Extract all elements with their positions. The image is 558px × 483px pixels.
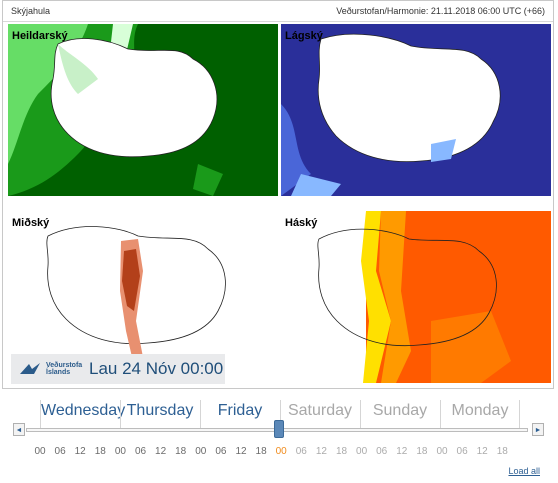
panel-low-cloud[interactable]: Lágský (281, 24, 551, 196)
day-friday[interactable]: Friday (200, 400, 279, 428)
time-slider-handle[interactable] (274, 420, 284, 438)
hour-tick[interactable]: 18 (335, 446, 348, 457)
hour-tick[interactable]: 12 (315, 446, 327, 457)
iceland-outline (50, 38, 218, 158)
hour-tick[interactable]: 18 (496, 446, 508, 457)
day-thursday[interactable]: Thursday (120, 400, 199, 428)
panel-label: Lágský (285, 30, 323, 42)
hour-tick[interactable]: 18 (416, 446, 428, 457)
panel-mid-cloud[interactable]: Miðský (8, 211, 278, 383)
hour-tick[interactable]: 00 (356, 446, 368, 457)
day-saturday: Saturday (280, 400, 359, 428)
hour-tick[interactable]: 12 (476, 446, 488, 457)
iceland-outline (317, 33, 501, 162)
panel-label: Háský (285, 217, 318, 229)
hour-tick[interactable]: 06 (295, 446, 307, 457)
load-all-link[interactable]: Load all (508, 466, 540, 476)
panel-label: Heildarský (12, 30, 68, 42)
day-wednesday[interactable]: Wednesday (40, 400, 125, 428)
iceland-outline (317, 228, 497, 346)
hour-tick[interactable]: 00 (275, 446, 287, 457)
panel-total-cloud[interactable]: Heildarský (8, 24, 278, 196)
forecast-source: Veðurstofan/Harmonie: 21.11.2018 06:00 U… (336, 6, 545, 16)
hour-tick[interactable]: 06 (215, 446, 227, 457)
prev-arrow-button[interactable]: ◄ (13, 423, 25, 436)
vedurstofa-logo-icon (20, 363, 40, 374)
next-arrow-button[interactable]: ► (532, 423, 544, 436)
map-title: Skýjahula (11, 6, 51, 16)
day-monday: Monday (440, 400, 520, 428)
hour-tick[interactable]: 00 (114, 446, 126, 457)
hour-tick[interactable]: 00 (436, 446, 448, 457)
hour-tick[interactable]: 18 (175, 446, 187, 457)
panel-high-cloud[interactable]: Háský (281, 211, 551, 383)
hour-tick[interactable]: 12 (74, 446, 86, 457)
hour-tick[interactable]: 06 (376, 446, 388, 457)
hour-tick[interactable]: 12 (235, 446, 247, 457)
hour-tick[interactable]: 00 (34, 446, 46, 457)
hour-tick[interactable]: 18 (255, 446, 267, 457)
hour-tick[interactable]: 18 (94, 446, 106, 457)
logo-text: Veðurstofa Íslands (46, 362, 83, 376)
hour-tick[interactable]: 12 (396, 446, 408, 457)
hour-tick[interactable]: 06 (456, 446, 468, 457)
hour-tick[interactable]: 00 (195, 446, 207, 457)
logo-date-box: Veðurstofa Íslands Lau 24 Nóv 00:00 (11, 354, 225, 384)
current-time-label: Lau 24 Nóv 00:00 (89, 359, 224, 378)
header-bar: Skýjahula Veðurstofan/Harmonie: 21.11.20… (3, 1, 553, 22)
day-sunday: Sunday (360, 400, 439, 428)
hour-tick[interactable]: 06 (134, 446, 147, 457)
hour-tick[interactable]: 06 (54, 446, 66, 457)
hour-tick[interactable]: 12 (155, 446, 167, 457)
panel-label: Miðský (12, 217, 50, 229)
forecast-frame: Skýjahula Veðurstofan/Harmonie: 21.11.20… (2, 0, 554, 389)
